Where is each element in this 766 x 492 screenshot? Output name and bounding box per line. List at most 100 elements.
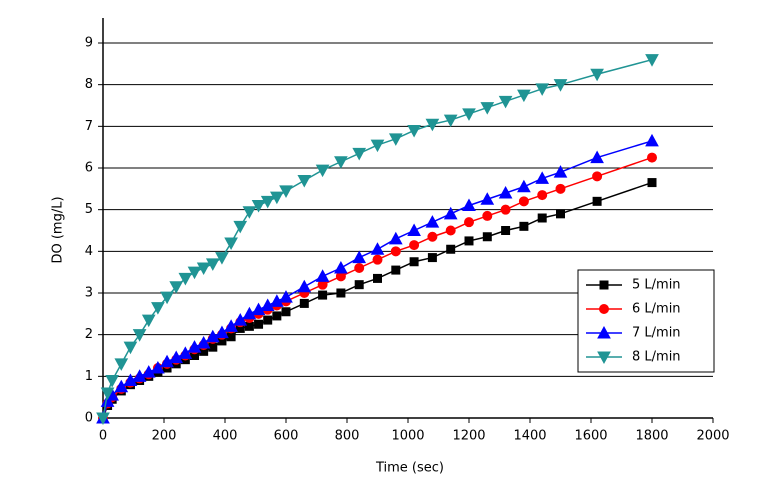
marker xyxy=(270,294,284,307)
marker xyxy=(498,185,513,199)
marker xyxy=(590,68,604,82)
marker xyxy=(123,341,138,355)
marker xyxy=(196,335,211,349)
y-axis-label: DO (mg/L) xyxy=(51,196,66,263)
marker xyxy=(196,262,211,276)
x-tick-label: 400 xyxy=(213,429,238,444)
marker xyxy=(370,139,385,153)
marker xyxy=(519,221,529,231)
marker xyxy=(464,236,474,246)
marker xyxy=(254,319,264,329)
marker xyxy=(260,195,275,209)
marker xyxy=(592,171,603,182)
marker xyxy=(464,217,474,228)
marker xyxy=(388,133,403,146)
marker xyxy=(96,412,110,426)
marker xyxy=(482,232,492,242)
marker xyxy=(169,350,184,364)
marker xyxy=(553,79,568,92)
marker xyxy=(645,133,659,147)
marker xyxy=(208,342,218,352)
marker xyxy=(105,375,119,388)
marker xyxy=(425,215,440,228)
marker xyxy=(233,220,248,234)
marker xyxy=(590,150,604,164)
marker xyxy=(462,108,476,121)
marker xyxy=(480,192,495,205)
marker xyxy=(260,298,275,311)
series-line xyxy=(102,181,653,419)
x-tick-label: 1800 xyxy=(635,429,668,444)
y-tick-label: 4 xyxy=(85,244,93,259)
marker xyxy=(270,191,284,205)
y-tick-label: 8 xyxy=(85,77,93,92)
marker xyxy=(647,152,657,163)
marker xyxy=(480,102,495,115)
marker xyxy=(187,266,202,280)
marker xyxy=(281,307,291,317)
marker xyxy=(647,178,657,188)
marker xyxy=(537,213,547,223)
marker xyxy=(498,95,513,109)
y-tick-label: 9 xyxy=(85,36,93,51)
marker xyxy=(315,164,330,178)
x-tick-label: 1400 xyxy=(513,429,546,444)
marker xyxy=(215,252,229,265)
marker xyxy=(242,206,257,219)
marker xyxy=(334,156,348,169)
marker xyxy=(501,226,511,235)
marker xyxy=(352,250,367,264)
marker xyxy=(409,240,420,251)
marker xyxy=(443,114,458,128)
x-tick-label: 200 xyxy=(152,429,177,444)
marker xyxy=(114,358,129,371)
marker xyxy=(537,190,548,201)
marker xyxy=(215,325,229,339)
marker xyxy=(151,360,165,374)
marker xyxy=(226,332,236,342)
marker xyxy=(336,288,346,298)
legend-marker xyxy=(599,280,609,290)
marker xyxy=(535,83,550,96)
marker xyxy=(517,89,531,103)
marker xyxy=(100,394,115,407)
x-tick-label: 1600 xyxy=(574,429,607,444)
marker xyxy=(151,302,165,315)
marker xyxy=(354,280,364,290)
marker xyxy=(370,242,385,255)
marker xyxy=(645,54,659,67)
marker xyxy=(299,298,309,308)
y-tick-label: 7 xyxy=(85,119,93,134)
marker xyxy=(391,265,401,275)
marker xyxy=(251,200,266,213)
marker xyxy=(178,272,193,286)
marker xyxy=(517,179,531,193)
legend-marker xyxy=(599,304,609,314)
marker xyxy=(555,183,566,194)
marker xyxy=(556,209,565,219)
marker xyxy=(141,365,156,378)
marker xyxy=(446,244,456,254)
marker xyxy=(592,196,602,206)
legend-label: 5 L/min xyxy=(632,278,681,293)
marker xyxy=(427,231,438,242)
legend-label: 6 L/min xyxy=(632,302,681,317)
legend-label: 7 L/min xyxy=(632,326,681,341)
marker xyxy=(425,118,440,132)
x-tick-label: 800 xyxy=(335,429,360,444)
y-tick-label: 0 xyxy=(85,411,93,426)
marker xyxy=(169,281,184,294)
marker xyxy=(409,257,419,267)
marker xyxy=(187,340,202,353)
marker xyxy=(445,225,456,236)
marker xyxy=(279,185,293,198)
marker xyxy=(224,237,238,251)
y-tick-label: 3 xyxy=(85,286,93,301)
marker xyxy=(407,223,421,236)
marker xyxy=(500,204,511,215)
marker xyxy=(279,290,293,303)
marker xyxy=(390,246,401,257)
x-axis-label: Time (sec) xyxy=(375,461,444,476)
marker xyxy=(518,196,529,207)
series-line xyxy=(102,156,653,419)
